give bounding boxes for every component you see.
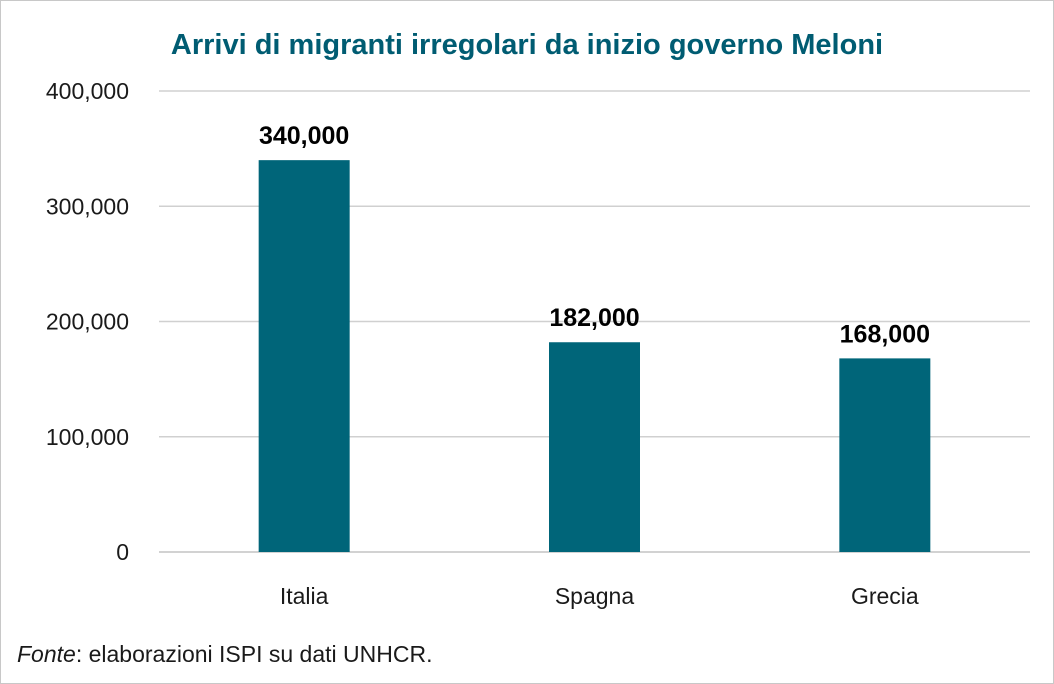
source-text: : elaborazioni ISPI su dati UNHCR. [75, 641, 433, 667]
category-label: Italia [280, 583, 329, 609]
y-tick-label: 0 [116, 539, 129, 565]
bar-italia [258, 160, 350, 552]
chart-title: Arrivi di migranti irregolari da inizio … [171, 29, 883, 61]
y-axis-tick-labels: 0 100,000 200,000 300,000 400,000 [46, 78, 129, 565]
y-tick-label: 400,000 [46, 78, 129, 104]
bar-grecia [839, 358, 931, 552]
source-label: Fonte [17, 641, 76, 667]
data-label: 168,000 [840, 320, 930, 348]
category-label: Spagna [555, 583, 635, 609]
y-tick-label: 300,000 [46, 193, 129, 219]
data-label: 340,000 [259, 122, 349, 150]
data-labels: 340,000 182,000 168,000 [259, 122, 930, 348]
bar-spagna [549, 342, 640, 552]
x-axis-category-labels: Italia Spagna Grecia [280, 583, 919, 609]
y-tick-label: 200,000 [46, 309, 129, 335]
category-label: Grecia [851, 583, 919, 609]
bars [258, 160, 931, 552]
y-tick-label: 100,000 [46, 424, 129, 450]
data-label: 182,000 [549, 304, 639, 332]
source-note: Fonte: elaborazioni ISPI su dati UNHCR. [17, 641, 432, 668]
